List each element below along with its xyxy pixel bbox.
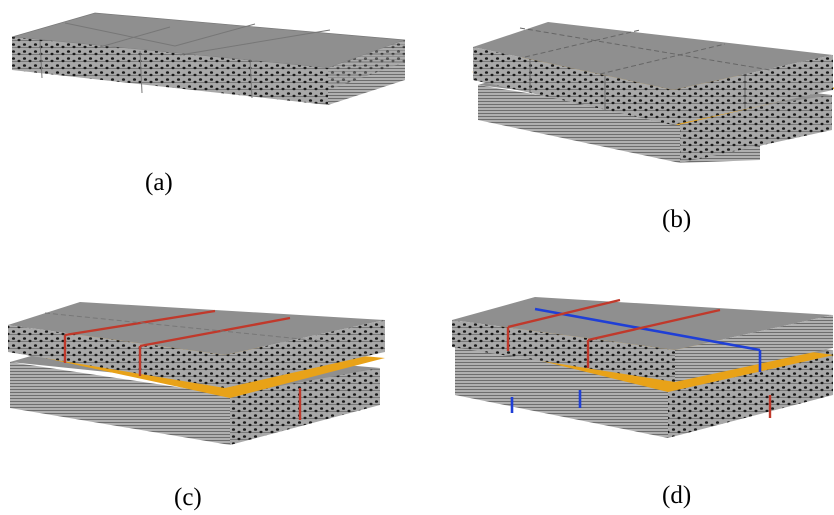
slab-joints: [39, 22, 331, 99]
caption-b: (b): [662, 206, 692, 233]
top-layer-joints: [519, 27, 771, 75]
bottom-layer-side: [668, 350, 833, 438]
bottom-layer-front: [478, 85, 680, 163]
caption-a: (a): [145, 169, 173, 196]
bottom-layer-side: [680, 95, 832, 163]
top-layer-top: [473, 22, 833, 90]
blue-joints: [510, 307, 762, 413]
caption-c: (c): [174, 484, 202, 511]
panel-a-diagram: [11, 12, 406, 105]
panel-c-diagram: [8, 302, 385, 445]
panel-b-diagram: [472, 22, 834, 163]
red-joints: [506, 298, 772, 418]
slab-front-face: [12, 37, 328, 105]
red-joints: [63, 309, 302, 420]
top-layer-front: [473, 47, 673, 125]
top-layer-side: [673, 55, 833, 125]
caption-d: (d): [662, 482, 692, 509]
panel-d-diagram: [452, 297, 834, 438]
